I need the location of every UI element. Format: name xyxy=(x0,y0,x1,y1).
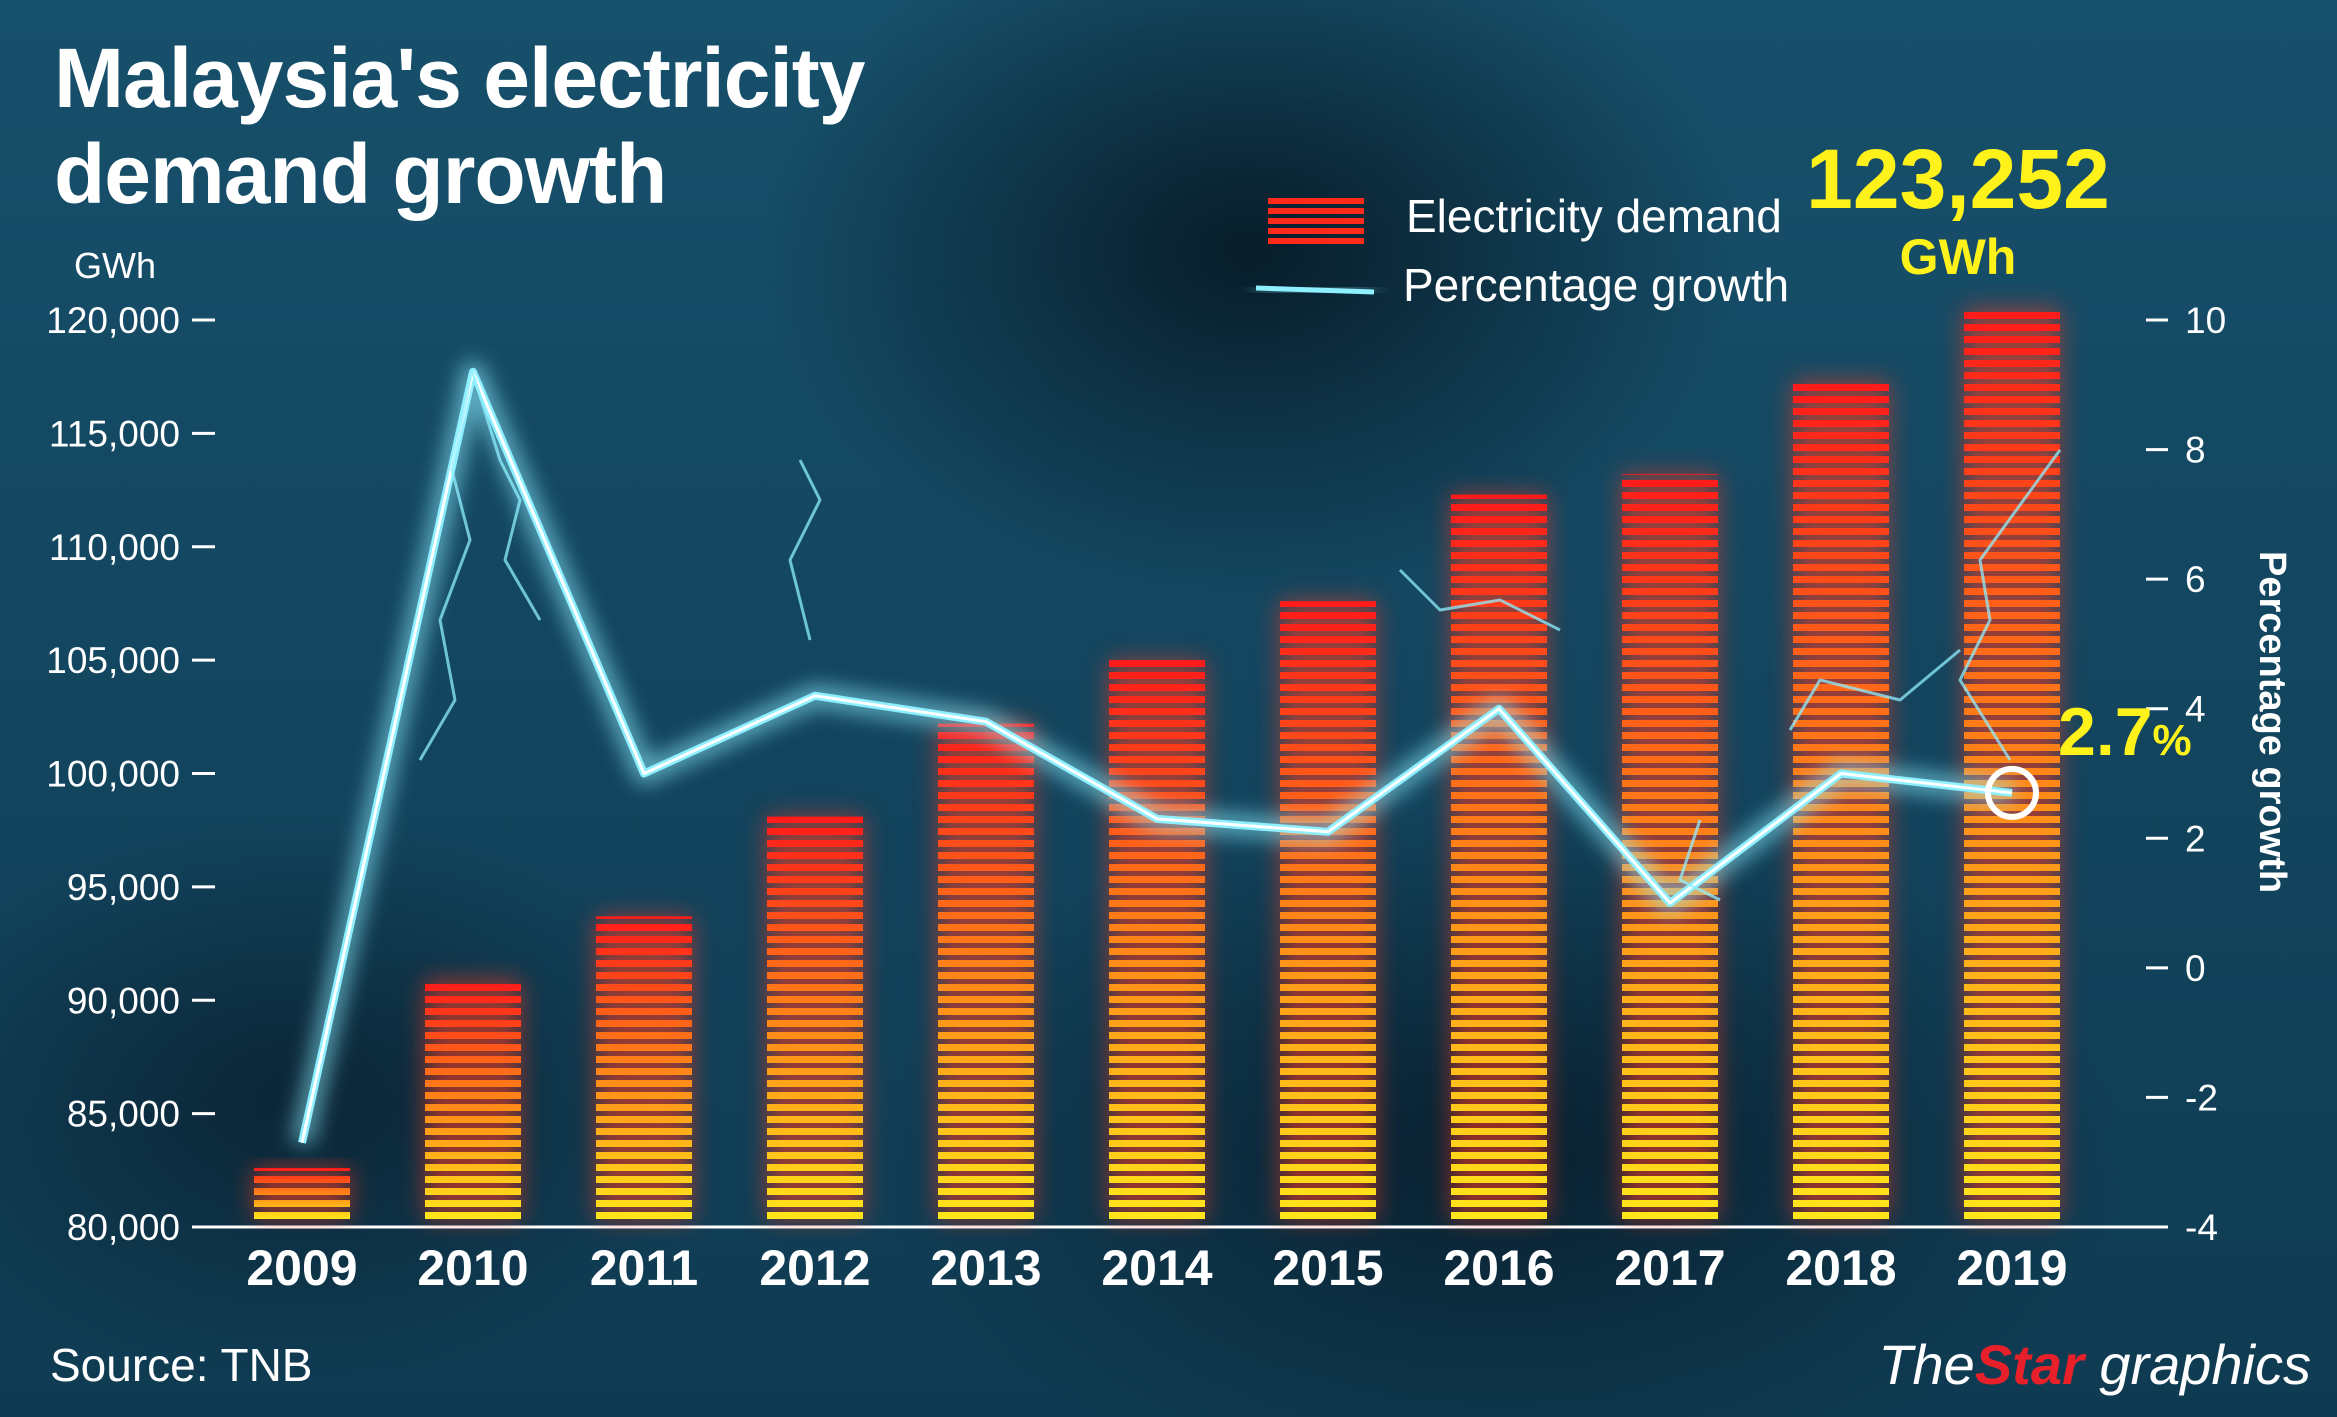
x-tick-label: 2015 xyxy=(1272,1240,1383,1296)
bar xyxy=(1964,308,2060,1220)
right-tick-label: 8 xyxy=(2185,430,2206,471)
bar xyxy=(425,979,521,1219)
right-tick-label: 4 xyxy=(2185,689,2206,730)
legend: Electricity demand Percentage growth xyxy=(1255,190,1789,311)
latest-growth-annotation: 2.7% xyxy=(2058,694,2192,770)
total-demand-unit: GWh xyxy=(1900,229,2017,285)
right-tick-label: 0 xyxy=(2185,948,2206,989)
legend-line-label: Percentage growth xyxy=(1403,259,1789,311)
lightning-branch xyxy=(1958,449,2062,761)
legend-line-swatch xyxy=(1255,285,1375,295)
left-tick-label: 85,000 xyxy=(67,1094,180,1135)
x-tick-label: 2011 xyxy=(590,1240,698,1296)
bar xyxy=(1280,601,1376,1219)
latest-growth-value: 2.7 xyxy=(2058,694,2153,770)
bar xyxy=(1109,660,1205,1219)
right-tick-label: 10 xyxy=(2185,300,2226,341)
brand-logo: TheStar graphics xyxy=(1878,1332,2311,1397)
growth-line-core xyxy=(300,370,2013,1144)
bar xyxy=(1451,494,1547,1219)
x-tick-label: 2009 xyxy=(246,1240,357,1296)
right-tick-label: -4 xyxy=(2185,1207,2218,1248)
legend-stripe xyxy=(1268,228,1364,234)
legend-stripe xyxy=(1268,198,1364,204)
bar xyxy=(254,1168,350,1219)
right-tick-label: -2 xyxy=(2185,1077,2218,1118)
chart-title: Malaysia's electricity demand growth xyxy=(54,30,954,222)
right-tick-label: 2 xyxy=(2185,818,2206,859)
lightning-branch xyxy=(1788,648,1961,731)
legend-stripe xyxy=(1268,238,1364,244)
left-tick-label: 80,000 xyxy=(67,1207,180,1248)
brand-star: Star xyxy=(1974,1333,2084,1396)
line-series xyxy=(291,360,2062,1146)
bar xyxy=(938,723,1034,1219)
left-tick-label: 110,000 xyxy=(49,527,180,568)
lightning-branch xyxy=(788,459,822,641)
lightning-branch xyxy=(1678,819,1721,902)
x-tick-label: 2017 xyxy=(1614,1240,1725,1296)
left-axis-unit: GWh xyxy=(74,245,156,286)
legend-bar-label: Electricity demand xyxy=(1406,190,1782,242)
legend-stripe xyxy=(1268,218,1364,224)
legend-stripe xyxy=(1268,208,1364,214)
x-tick-label: 2018 xyxy=(1785,1240,1896,1296)
bar-series xyxy=(254,308,2060,1220)
lightning-branch xyxy=(418,369,474,761)
right-axis-title: Percentage growth xyxy=(2251,551,2293,893)
x-tick-label: 2012 xyxy=(759,1240,870,1296)
left-tick-label: 120,000 xyxy=(46,300,180,341)
right-axis: -4 -2 0 2 4 6 8 10 Percentage growth xyxy=(2146,300,2293,1248)
lightning-branch xyxy=(470,369,542,621)
left-tick-label: 100,000 xyxy=(46,754,180,795)
source-note: Source: TNB xyxy=(50,1339,313,1391)
title-line-1: Malaysia's electricity xyxy=(54,31,866,125)
title-line-2: demand growth xyxy=(54,127,667,221)
brand-graphics: graphics xyxy=(2083,1333,2311,1396)
left-axis: GWh 80,000 85,000 90,000 95,000 100,000 105,00… xyxy=(46,245,215,1248)
latest-growth-label: 2.7% xyxy=(2058,694,2192,770)
x-tick-label: 2010 xyxy=(417,1240,528,1296)
bar xyxy=(767,816,863,1219)
bar xyxy=(596,916,692,1219)
legend-bar-swatch xyxy=(1268,198,1364,244)
latest-growth-marker xyxy=(1985,765,2039,820)
left-tick-label: 105,000 xyxy=(46,640,180,681)
latest-growth-unit: % xyxy=(2153,716,2192,765)
x-tick-label: 2016 xyxy=(1443,1240,1554,1296)
lightning-branch xyxy=(1398,568,1561,632)
x-tick-label: 2013 xyxy=(930,1240,1041,1296)
brand-the: The xyxy=(1878,1333,1975,1396)
right-tick-label: 6 xyxy=(2185,559,2206,600)
bar xyxy=(1622,474,1718,1219)
total-demand-value: 123,252 xyxy=(1806,132,2110,226)
x-tick-label: 2019 xyxy=(1956,1240,2067,1296)
x-axis: 2009 2010 2011 2012 2013 2014 2015 2016 2017 2018… xyxy=(246,1240,2067,1296)
x-tick-label: 2014 xyxy=(1101,1240,1212,1296)
left-tick-label: 95,000 xyxy=(67,867,180,908)
left-tick-label: 115,000 xyxy=(49,413,180,454)
left-tick-label: 90,000 xyxy=(67,980,180,1021)
